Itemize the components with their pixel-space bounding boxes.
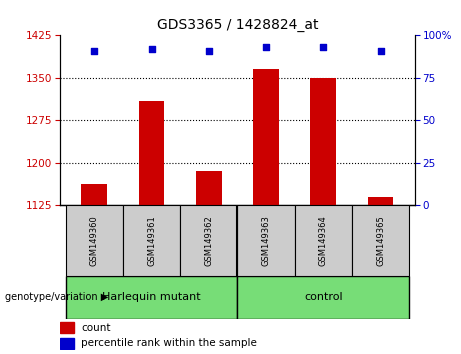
Text: GSM149360: GSM149360 — [90, 215, 99, 266]
Bar — [123, 205, 180, 276]
Text: count: count — [81, 322, 111, 332]
Bar — [60, 338, 74, 349]
Point — [91, 48, 98, 53]
Point — [205, 48, 213, 53]
Text: genotype/variation ▶: genotype/variation ▶ — [5, 292, 108, 302]
Bar — [310, 78, 336, 205]
Bar — [65, 276, 237, 319]
Bar — [237, 276, 409, 319]
Text: percentile rank within the sample: percentile rank within the sample — [81, 338, 257, 348]
Point — [262, 45, 270, 50]
Bar — [237, 205, 295, 276]
Bar — [180, 205, 237, 276]
Bar — [196, 171, 222, 205]
Text: GSM149363: GSM149363 — [261, 215, 271, 266]
Bar — [352, 205, 409, 276]
Bar — [295, 205, 352, 276]
Bar — [82, 184, 107, 205]
Text: GSM149364: GSM149364 — [319, 215, 328, 266]
Text: Harlequin mutant: Harlequin mutant — [102, 292, 201, 302]
Text: control: control — [304, 292, 343, 302]
Text: GSM149361: GSM149361 — [147, 215, 156, 266]
Bar — [368, 197, 393, 205]
Bar — [139, 101, 165, 205]
Bar — [65, 205, 123, 276]
Title: GDS3365 / 1428824_at: GDS3365 / 1428824_at — [157, 18, 318, 32]
Bar — [60, 322, 74, 333]
Text: GSM149365: GSM149365 — [376, 215, 385, 266]
Point — [148, 46, 155, 52]
Bar — [253, 69, 279, 205]
Text: GSM149362: GSM149362 — [204, 215, 213, 266]
Point — [319, 45, 327, 50]
Point — [377, 48, 384, 53]
